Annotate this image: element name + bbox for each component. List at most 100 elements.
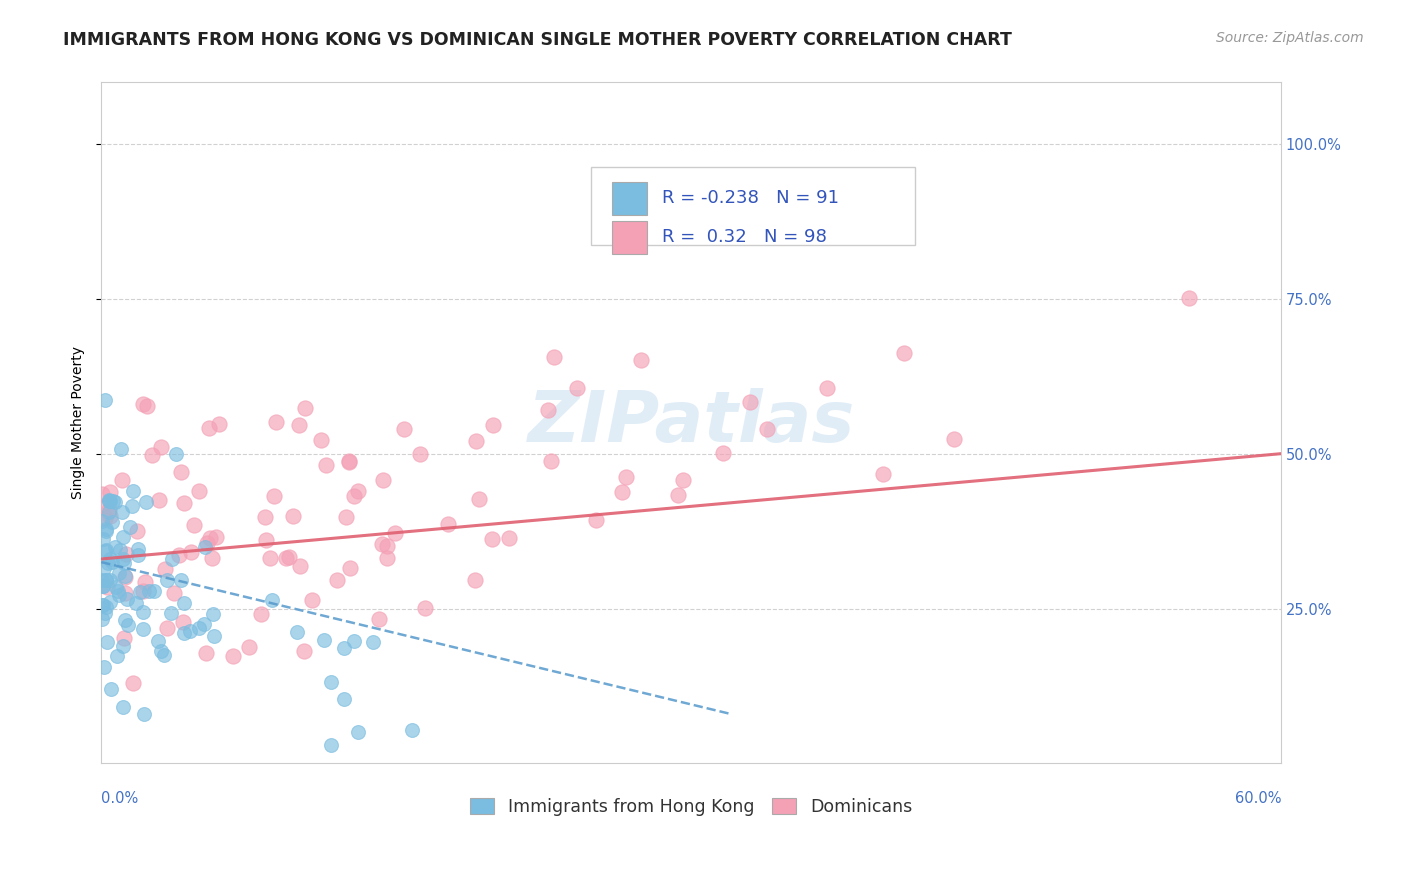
Point [97,503,120,517]
Point [401,723,423,737]
Point [339,560,361,574]
Point [114,586,136,600]
Point [104,495,127,509]
Point [312,632,335,647]
Point [132,622,155,636]
Point [179,624,201,639]
Point [94,544,117,558]
Text: 60.0%: 60.0% [1234,790,1281,805]
Point [368,612,391,626]
Point [96,580,118,594]
Point [392,422,415,436]
Bar [612,182,648,215]
Point [121,483,143,498]
Point [263,489,285,503]
Point [111,473,134,487]
Point [101,555,124,569]
Point [610,484,633,499]
Point [294,401,316,416]
Point [107,566,129,581]
Point [375,550,398,565]
Point [343,489,366,503]
Point [107,584,129,599]
Point [188,621,211,635]
Point [170,574,193,588]
Point [371,474,394,488]
Point [132,605,155,619]
Point [152,648,174,663]
Point [375,540,398,554]
Point [319,738,342,752]
Point [94,574,117,588]
Point [173,496,195,510]
Point [148,493,170,508]
Point [315,458,337,472]
Point [942,433,965,447]
Point [198,421,221,435]
Point [156,573,179,587]
Point [278,549,301,564]
Point [173,596,195,610]
Point [114,569,136,583]
Point [187,483,209,498]
Point [96,522,118,536]
Point [163,586,186,600]
Point [222,648,245,663]
Point [260,593,283,607]
Point [150,440,173,454]
Point [90,514,112,528]
Point [837,211,859,226]
Point [100,682,122,697]
Point [112,631,135,645]
Point [115,547,138,561]
Point [254,509,277,524]
Point [413,600,436,615]
Y-axis label: Single Mother Poverty: Single Mother Poverty [72,346,86,500]
Point [194,540,217,554]
Text: 0.0%: 0.0% [101,790,138,805]
Point [319,674,342,689]
Point [160,606,183,620]
Point [93,598,115,612]
Point [671,473,693,487]
Point [156,621,179,635]
Point [301,593,323,607]
Point [205,529,228,543]
Point [464,574,486,588]
Point [94,511,117,525]
Point [361,635,384,649]
Point [121,499,143,513]
Point [98,484,121,499]
Point [110,442,132,456]
Point [136,399,159,413]
Point [101,494,124,508]
Point [127,548,149,562]
Point [150,643,173,657]
Point [537,403,560,417]
Point [114,570,136,584]
Point [91,487,114,501]
Point [111,639,134,653]
Point [543,350,565,364]
Point [346,724,368,739]
Point [141,448,163,462]
Point [342,634,364,648]
Point [309,433,332,447]
Point [98,551,121,566]
Point [540,454,562,468]
Point [115,591,138,606]
Point [238,640,260,654]
Point [111,551,134,566]
Point [567,381,589,395]
Point [93,659,115,673]
Point [94,524,117,538]
Point [111,505,134,519]
Point [465,434,488,449]
Point [202,629,225,643]
Point [111,530,134,544]
Point [1178,291,1201,305]
Point [98,505,121,519]
Point [274,550,297,565]
Point [250,607,273,622]
Point [100,494,122,508]
